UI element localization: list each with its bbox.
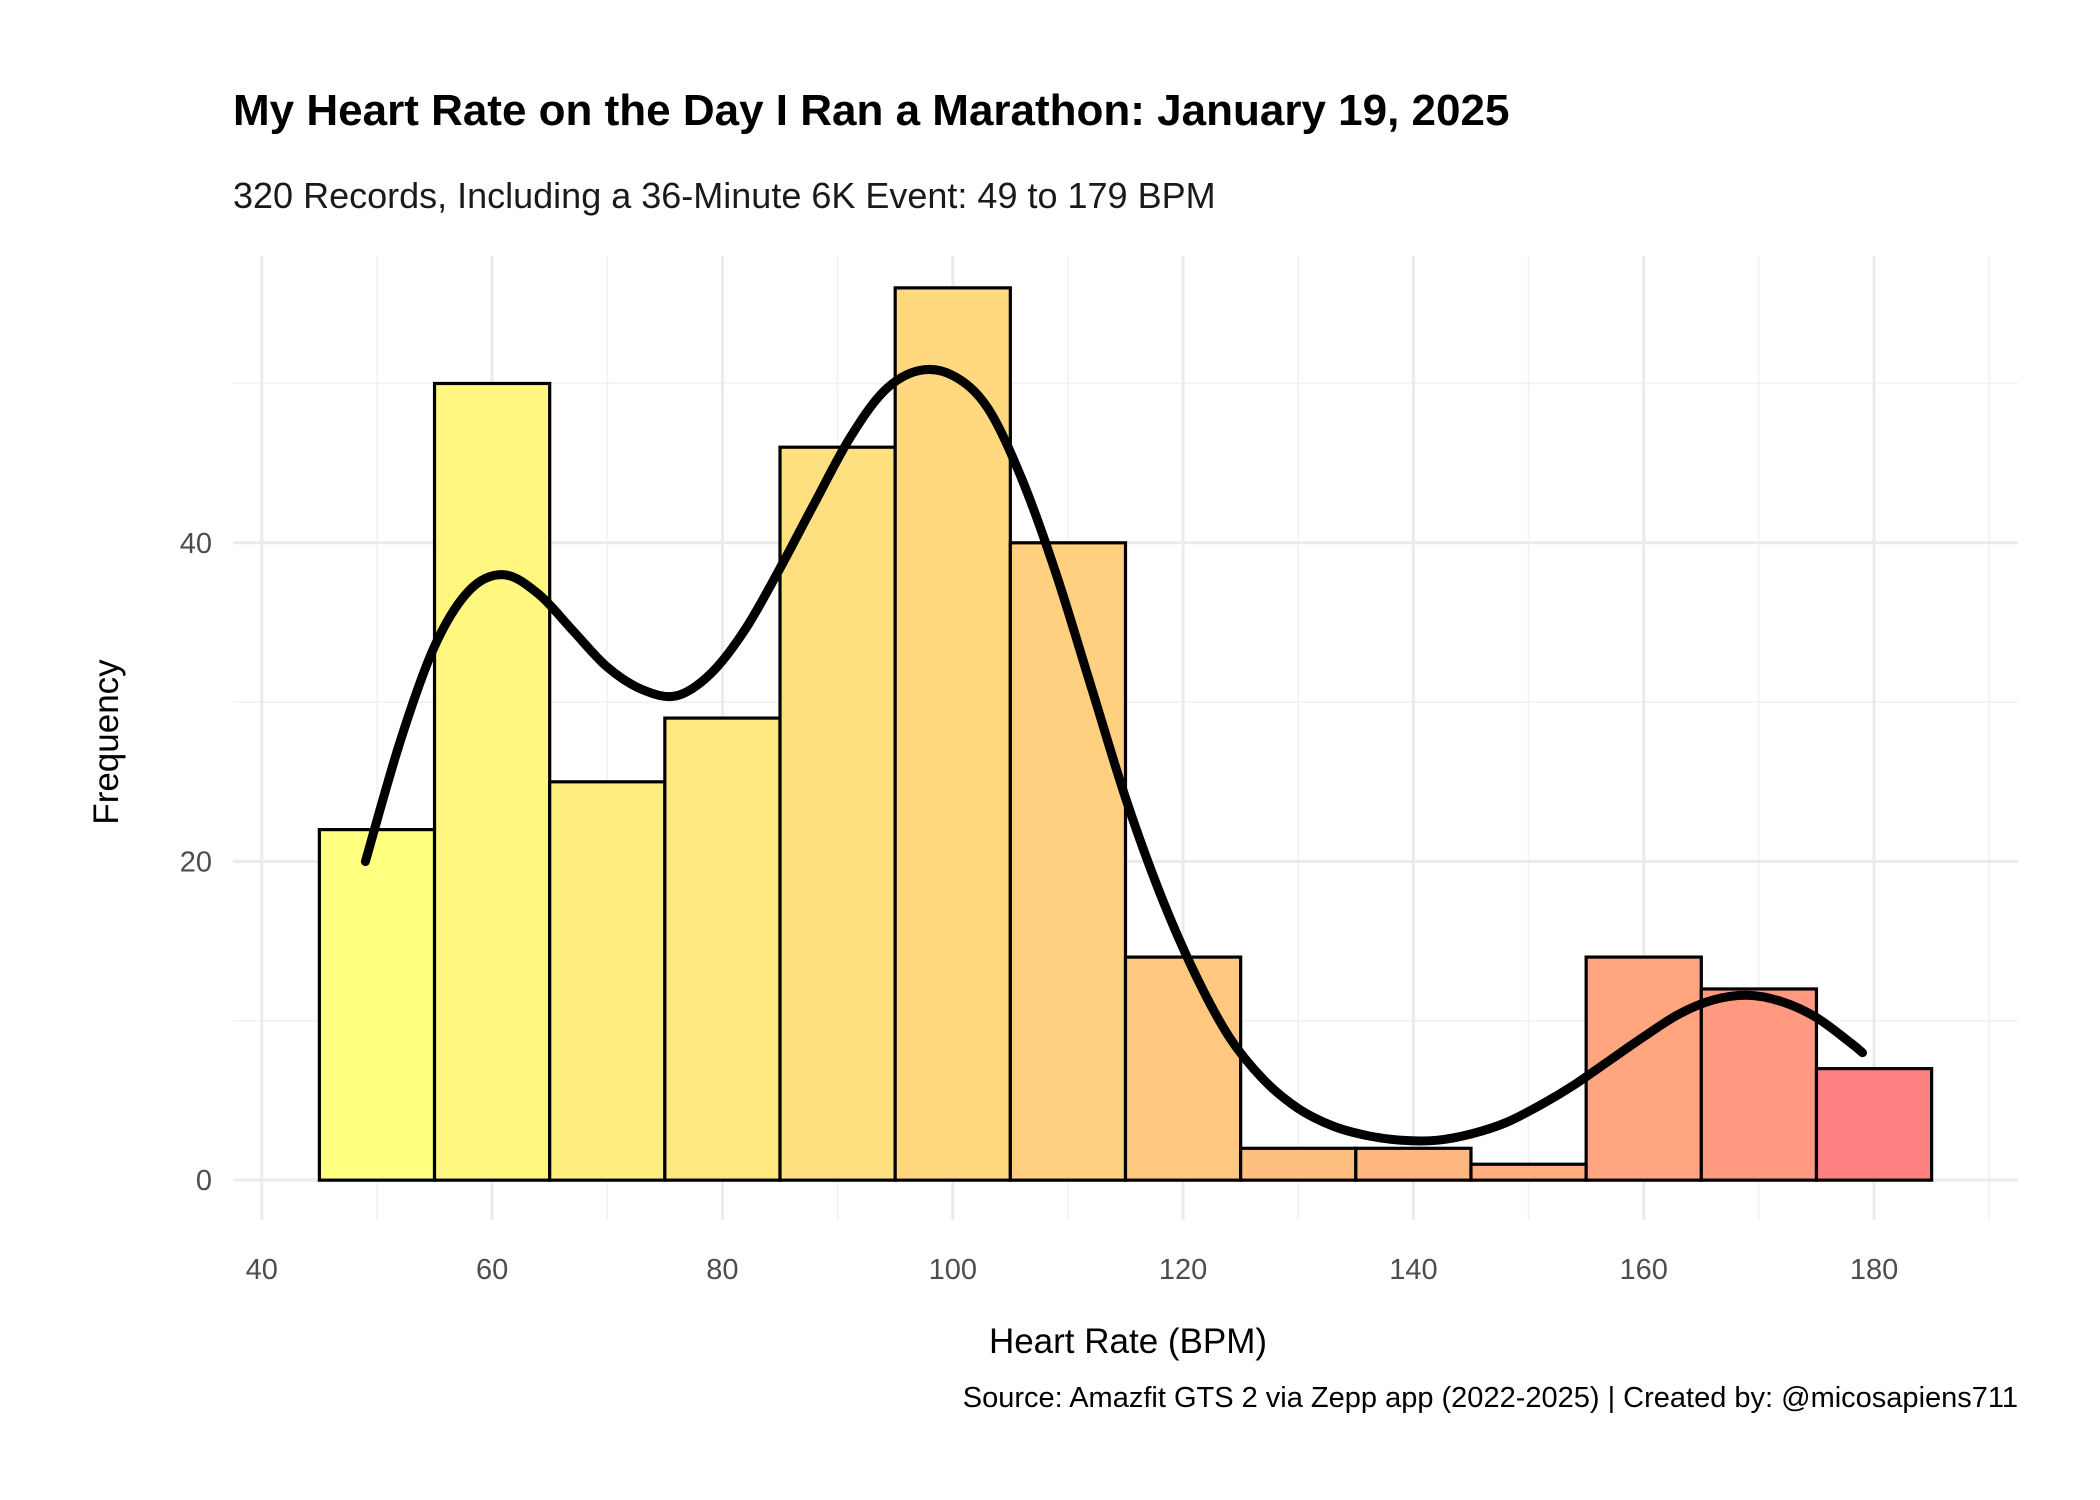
- histogram-bar: [1354, 1146, 1473, 1182]
- x-tick-label: 180: [1850, 1254, 1898, 1286]
- histogram-bar: [1008, 541, 1128, 1182]
- x-axis-title: Heart Rate (BPM): [989, 1322, 1267, 1361]
- histogram-bars: [317, 286, 1934, 1182]
- y-tick-label: 0: [196, 1165, 212, 1197]
- x-axis-ticks: 40 60 80 100 120 140 160 180: [246, 1254, 1899, 1286]
- histogram-bar: [1469, 1162, 1588, 1182]
- histogram-bar: [432, 381, 552, 1182]
- histogram-bar: [778, 445, 897, 1182]
- histogram-bar: [317, 828, 437, 1182]
- chart-subtitle: 320 Records, Including a 36-Minute 6K Ev…: [233, 175, 1216, 216]
- chart-caption: Source: Amazfit GTS 2 via Zepp app (2022…: [963, 1382, 2018, 1414]
- histogram-bar: [1239, 1146, 1358, 1182]
- x-tick-label: 60: [476, 1254, 508, 1286]
- y-axis-title: Frequency: [87, 659, 126, 825]
- x-tick-label: 100: [929, 1254, 977, 1286]
- chart-title: My Heart Rate on the Day I Ran a Maratho…: [233, 86, 1509, 135]
- y-axis-ticks: 0 20 40: [180, 528, 212, 1197]
- y-tick-label: 20: [180, 846, 212, 878]
- x-tick-label: 80: [706, 1254, 738, 1286]
- histogram-bar: [663, 716, 782, 1182]
- histogram-bar: [548, 780, 667, 1182]
- x-tick-label: 40: [246, 1254, 278, 1286]
- x-tick-label: 160: [1620, 1254, 1668, 1286]
- histogram-bar: [893, 286, 1012, 1182]
- histogram-bar: [1814, 1067, 1934, 1182]
- histogram-bar: [1123, 955, 1243, 1182]
- x-tick-label: 120: [1159, 1254, 1207, 1286]
- histogram-bar: [1699, 987, 1819, 1182]
- y-tick-label: 40: [180, 528, 212, 560]
- density-curve: [360, 364, 1867, 1146]
- x-tick-label: 140: [1389, 1254, 1437, 1286]
